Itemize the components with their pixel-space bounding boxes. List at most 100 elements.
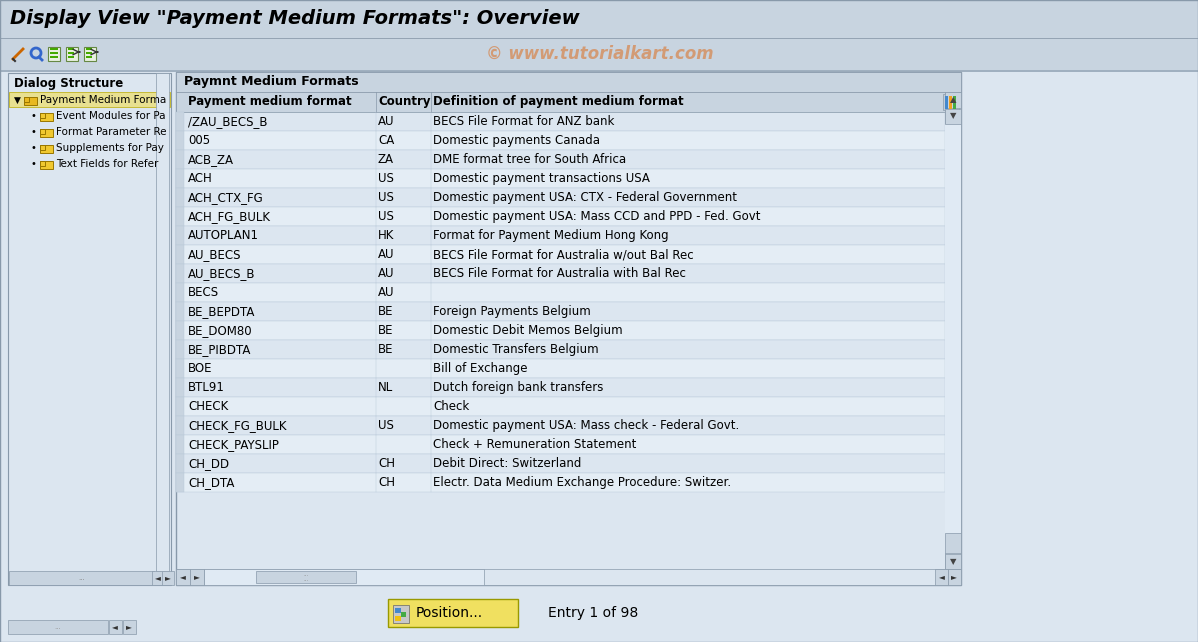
Bar (388, 599, 518, 627)
Text: /ZAU_BECS_B: /ZAU_BECS_B (188, 115, 267, 128)
Text: Supplements for Pay: Supplements for Pay (56, 143, 164, 153)
Text: ◄: ◄ (155, 573, 161, 582)
Text: AU: AU (379, 115, 394, 128)
Text: ACH_FG_BULK: ACH_FG_BULK (188, 210, 271, 223)
Text: Definition of payment medium format: Definition of payment medium format (432, 96, 684, 108)
Text: Event Modules for Pa: Event Modules for Pa (56, 111, 165, 121)
Bar (40, 161, 46, 166)
Bar (8, 620, 108, 634)
Bar (176, 283, 184, 302)
Text: AU: AU (379, 267, 394, 280)
Bar (176, 131, 184, 150)
Text: 005: 005 (188, 134, 210, 147)
Bar (176, 473, 945, 492)
Bar (176, 188, 945, 207)
Bar (176, 416, 945, 435)
Text: CH: CH (379, 476, 395, 489)
Text: Bill of Exchange: Bill of Exchange (432, 362, 527, 375)
Bar (24, 97, 37, 105)
Text: Format for Payment Medium Hong Kong: Format for Payment Medium Hong Kong (432, 229, 668, 242)
Bar (176, 454, 184, 473)
Bar (176, 454, 945, 473)
Text: CH: CH (379, 457, 395, 470)
Bar (176, 72, 961, 92)
Bar (0, 585, 1198, 642)
Text: ...: ... (55, 624, 61, 630)
Text: Country: Country (379, 96, 430, 108)
Bar (40, 129, 46, 134)
Bar (86, 52, 92, 54)
Text: Domestic payments Canada: Domestic payments Canada (432, 134, 600, 147)
Bar (176, 264, 184, 283)
Text: ▼: ▼ (950, 557, 956, 566)
Bar (86, 48, 92, 50)
Text: AU: AU (379, 248, 394, 261)
Text: Dialog Structure: Dialog Structure (14, 78, 123, 91)
Bar (68, 48, 74, 50)
Text: Text Fields for Refer: Text Fields for Refer (56, 159, 158, 169)
Text: Check: Check (432, 400, 470, 413)
Text: Dutch foreign bank transfers: Dutch foreign bank transfers (432, 381, 604, 394)
Bar (162, 571, 174, 585)
Bar (176, 302, 184, 321)
Text: AU_BECS: AU_BECS (188, 248, 242, 261)
Bar (176, 435, 945, 454)
Bar (48, 47, 60, 61)
Bar (176, 321, 184, 340)
Text: US: US (379, 172, 394, 185)
Bar (24, 97, 29, 102)
Bar (176, 112, 945, 131)
Bar (176, 169, 945, 188)
Text: ◄: ◄ (113, 623, 117, 632)
Text: Payment Medium Forma: Payment Medium Forma (40, 95, 167, 105)
Bar (256, 571, 356, 583)
Text: HK: HK (379, 229, 394, 242)
Bar (948, 569, 961, 585)
Bar (176, 378, 184, 397)
Bar (176, 359, 945, 378)
Text: © www.tutorialkart.com: © www.tutorialkart.com (486, 45, 714, 63)
Bar (50, 52, 58, 54)
Text: BECS File Format for ANZ bank: BECS File Format for ANZ bank (432, 115, 615, 128)
Bar (176, 283, 945, 302)
Bar (176, 150, 945, 169)
Text: BTL91: BTL91 (188, 381, 225, 394)
Bar (401, 612, 406, 617)
Text: US: US (379, 419, 394, 432)
Text: CH_DTA: CH_DTA (188, 476, 235, 489)
Bar (68, 56, 74, 58)
Text: •: • (30, 111, 36, 121)
Bar (945, 92, 961, 108)
Text: Check + Remuneration Statement: Check + Remuneration Statement (432, 438, 636, 451)
Text: Electr. Data Medium Exchange Procedure: Switzer.: Electr. Data Medium Exchange Procedure: … (432, 476, 731, 489)
Text: Debit Direct: Switzerland: Debit Direct: Switzerland (432, 457, 581, 470)
Text: BE_BEPDTA: BE_BEPDTA (188, 305, 255, 318)
Bar (176, 150, 184, 169)
Bar (176, 188, 184, 207)
Bar (190, 569, 204, 585)
Text: ▼: ▼ (950, 112, 956, 121)
Bar (393, 605, 409, 623)
Text: Paymnt Medium Formats: Paymnt Medium Formats (184, 76, 358, 89)
Bar (176, 131, 945, 150)
Text: ►: ► (951, 573, 957, 582)
Bar (952, 96, 956, 109)
Bar (0, 0, 1198, 38)
Bar (176, 569, 961, 585)
Text: BE: BE (379, 305, 393, 318)
Bar (176, 226, 945, 245)
Bar (945, 124, 961, 553)
Text: CHECK_FG_BULK: CHECK_FG_BULK (188, 419, 286, 432)
Bar (204, 569, 484, 585)
Text: ◄: ◄ (938, 573, 944, 582)
Bar (86, 56, 92, 58)
Bar (152, 571, 164, 585)
Text: •: • (30, 159, 36, 169)
Bar (176, 416, 184, 435)
Bar (945, 554, 961, 569)
Bar (84, 47, 96, 61)
Text: BOE: BOE (188, 362, 212, 375)
Bar (176, 397, 945, 416)
Bar (176, 473, 184, 492)
Text: CHECK_PAYSLIP: CHECK_PAYSLIP (188, 438, 279, 451)
